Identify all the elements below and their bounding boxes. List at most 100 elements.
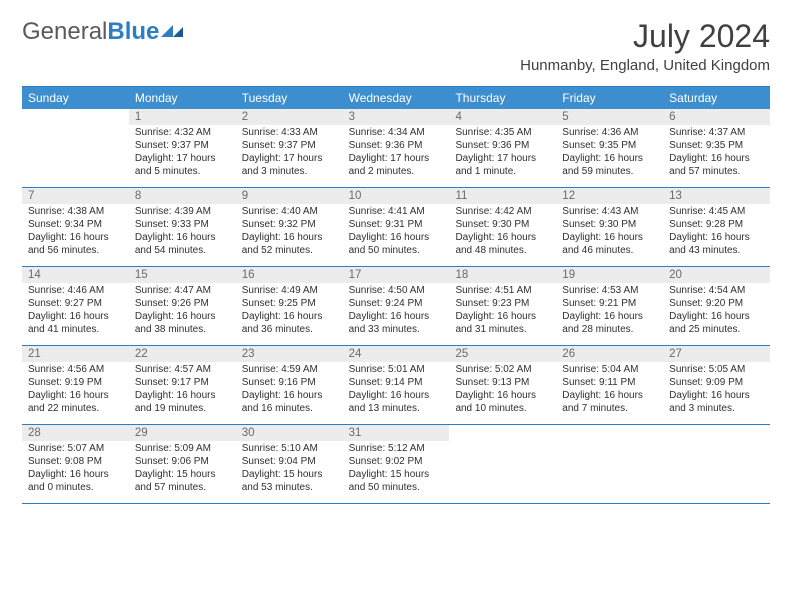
dow-cell: Saturday [663, 87, 770, 109]
day-body: Sunrise: 5:04 AMSunset: 9:11 PMDaylight:… [556, 362, 663, 420]
day-body: Sunrise: 4:41 AMSunset: 9:31 PMDaylight:… [343, 204, 450, 262]
day-cell: 23Sunrise: 4:59 AMSunset: 9:16 PMDayligh… [236, 346, 343, 424]
day-body: Sunrise: 4:35 AMSunset: 9:36 PMDaylight:… [449, 125, 556, 183]
daylight: Daylight: 17 hours and 5 minutes. [135, 153, 230, 178]
sunset: Sunset: 9:37 PM [242, 140, 337, 153]
day-number: 3 [343, 109, 450, 125]
month-title: July 2024 [520, 18, 770, 55]
day-body: Sunrise: 4:50 AMSunset: 9:24 PMDaylight:… [343, 283, 450, 341]
day-cell: 22Sunrise: 4:57 AMSunset: 9:17 PMDayligh… [129, 346, 236, 424]
daylight: Daylight: 16 hours and 38 minutes. [135, 311, 230, 336]
day-cell: 9Sunrise: 4:40 AMSunset: 9:32 PMDaylight… [236, 188, 343, 266]
daylight: Daylight: 17 hours and 2 minutes. [349, 153, 444, 178]
day-cell: 26Sunrise: 5:04 AMSunset: 9:11 PMDayligh… [556, 346, 663, 424]
sunset: Sunset: 9:16 PM [242, 377, 337, 390]
sunrise: Sunrise: 4:41 AM [349, 206, 444, 219]
sunrise: Sunrise: 5:01 AM [349, 364, 444, 377]
sunrise: Sunrise: 4:49 AM [242, 285, 337, 298]
day-body: Sunrise: 4:57 AMSunset: 9:17 PMDaylight:… [129, 362, 236, 420]
dow-cell: Wednesday [343, 87, 450, 109]
day-body: Sunrise: 4:42 AMSunset: 9:30 PMDaylight:… [449, 204, 556, 262]
day-body: Sunrise: 4:54 AMSunset: 9:20 PMDaylight:… [663, 283, 770, 341]
day-body: Sunrise: 4:36 AMSunset: 9:35 PMDaylight:… [556, 125, 663, 183]
sunrise: Sunrise: 4:34 AM [349, 127, 444, 140]
day-body: Sunrise: 4:53 AMSunset: 9:21 PMDaylight:… [556, 283, 663, 341]
sunset: Sunset: 9:30 PM [455, 219, 550, 232]
title-block: July 2024 Hunmanby, England, United King… [520, 18, 770, 74]
dow-cell: Monday [129, 87, 236, 109]
daylight: Daylight: 16 hours and 19 minutes. [135, 390, 230, 415]
sunset: Sunset: 9:11 PM [562, 377, 657, 390]
week-row: 28Sunrise: 5:07 AMSunset: 9:08 PMDayligh… [22, 425, 770, 504]
day-number: 2 [236, 109, 343, 125]
sunset: Sunset: 9:33 PM [135, 219, 230, 232]
day-cell: 10Sunrise: 4:41 AMSunset: 9:31 PMDayligh… [343, 188, 450, 266]
day-body: Sunrise: 4:59 AMSunset: 9:16 PMDaylight:… [236, 362, 343, 420]
sunset: Sunset: 9:08 PM [28, 456, 123, 469]
sunset: Sunset: 9:26 PM [135, 298, 230, 311]
dow-cell: Tuesday [236, 87, 343, 109]
day-cell: 2Sunrise: 4:33 AMSunset: 9:37 PMDaylight… [236, 109, 343, 187]
sunset: Sunset: 9:30 PM [562, 219, 657, 232]
day-body: Sunrise: 4:43 AMSunset: 9:30 PMDaylight:… [556, 204, 663, 262]
day-number: 30 [236, 425, 343, 441]
day-cell: 31Sunrise: 5:12 AMSunset: 9:02 PMDayligh… [343, 425, 450, 503]
daylight: Daylight: 17 hours and 3 minutes. [242, 153, 337, 178]
sunset: Sunset: 9:24 PM [349, 298, 444, 311]
day-cell: 17Sunrise: 4:50 AMSunset: 9:24 PMDayligh… [343, 267, 450, 345]
sunset: Sunset: 9:04 PM [242, 456, 337, 469]
day-body: Sunrise: 4:51 AMSunset: 9:23 PMDaylight:… [449, 283, 556, 341]
day-cell: 24Sunrise: 5:01 AMSunset: 9:14 PMDayligh… [343, 346, 450, 424]
day-cell: 11Sunrise: 4:42 AMSunset: 9:30 PMDayligh… [449, 188, 556, 266]
day-number: 20 [663, 267, 770, 283]
day-number: 21 [22, 346, 129, 362]
sunrise: Sunrise: 4:42 AM [455, 206, 550, 219]
sunset: Sunset: 9:17 PM [135, 377, 230, 390]
day-number: 24 [343, 346, 450, 362]
day-cell: 28Sunrise: 5:07 AMSunset: 9:08 PMDayligh… [22, 425, 129, 503]
day-number: 8 [129, 188, 236, 204]
sunrise: Sunrise: 5:12 AM [349, 443, 444, 456]
day-cell [449, 425, 556, 503]
day-cell: 12Sunrise: 4:43 AMSunset: 9:30 PMDayligh… [556, 188, 663, 266]
daylight: Daylight: 16 hours and 16 minutes. [242, 390, 337, 415]
day-body: Sunrise: 5:05 AMSunset: 9:09 PMDaylight:… [663, 362, 770, 420]
daylight: Daylight: 16 hours and 43 minutes. [669, 232, 764, 257]
sunset: Sunset: 9:36 PM [349, 140, 444, 153]
daylight: Daylight: 17 hours and 1 minute. [455, 153, 550, 178]
day-number: 14 [22, 267, 129, 283]
sunset: Sunset: 9:35 PM [562, 140, 657, 153]
sunrise: Sunrise: 5:04 AM [562, 364, 657, 377]
day-cell [556, 425, 663, 503]
sunrise: Sunrise: 4:53 AM [562, 285, 657, 298]
day-body: Sunrise: 4:37 AMSunset: 9:35 PMDaylight:… [663, 125, 770, 183]
day-number: 23 [236, 346, 343, 362]
day-body: Sunrise: 5:12 AMSunset: 9:02 PMDaylight:… [343, 441, 450, 499]
day-number: 5 [556, 109, 663, 125]
day-number: 12 [556, 188, 663, 204]
sunset: Sunset: 9:21 PM [562, 298, 657, 311]
day-number: 22 [129, 346, 236, 362]
dow-cell: Friday [556, 87, 663, 109]
sunrise: Sunrise: 5:07 AM [28, 443, 123, 456]
day-cell: 4Sunrise: 4:35 AMSunset: 9:36 PMDaylight… [449, 109, 556, 187]
sunrise: Sunrise: 5:10 AM [242, 443, 337, 456]
logo-icon [161, 18, 183, 46]
sunset: Sunset: 9:34 PM [28, 219, 123, 232]
day-number: 15 [129, 267, 236, 283]
day-number: 9 [236, 188, 343, 204]
sunrise: Sunrise: 4:43 AM [562, 206, 657, 219]
sunrise: Sunrise: 5:09 AM [135, 443, 230, 456]
day-body: Sunrise: 5:02 AMSunset: 9:13 PMDaylight:… [449, 362, 556, 420]
sunrise: Sunrise: 5:05 AM [669, 364, 764, 377]
logo-text-1: General [22, 18, 107, 46]
sunset: Sunset: 9:19 PM [28, 377, 123, 390]
sunrise: Sunrise: 5:02 AM [455, 364, 550, 377]
sunset: Sunset: 9:28 PM [669, 219, 764, 232]
daylight: Daylight: 16 hours and 59 minutes. [562, 153, 657, 178]
daylight: Daylight: 16 hours and 48 minutes. [455, 232, 550, 257]
daylight: Daylight: 16 hours and 36 minutes. [242, 311, 337, 336]
day-number: 25 [449, 346, 556, 362]
sunset: Sunset: 9:23 PM [455, 298, 550, 311]
sunset: Sunset: 9:13 PM [455, 377, 550, 390]
